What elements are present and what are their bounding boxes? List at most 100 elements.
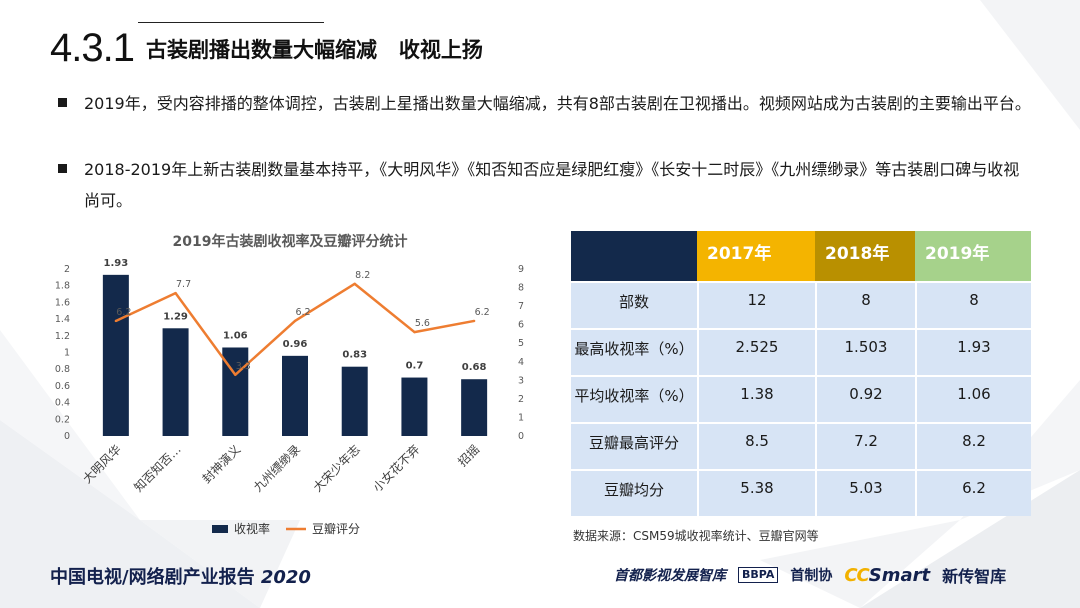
table-row: 豆瓣最高评分 8.5 7.2 8.2 [571, 422, 1031, 469]
left-axis-tick: 0.4 [55, 398, 70, 409]
left-axis-tick: 2 [64, 264, 70, 275]
bar-data-label: 0.68 [462, 362, 487, 373]
left-axis-tick: 0.6 [55, 381, 70, 392]
line-point [413, 330, 416, 334]
right-axis-tick: 7 [518, 301, 524, 312]
x-axis-label: 小女花不弃 [370, 442, 423, 495]
table-cell: 5.38 [697, 469, 815, 516]
legend-label-ratings: 收视率 [234, 521, 270, 536]
table-cell: 2.525 [697, 328, 815, 375]
bar [162, 328, 189, 436]
bar-data-label: 1.93 [104, 258, 129, 269]
left-axis-tick: 1.4 [55, 314, 70, 325]
legend-swatch-ratings [212, 525, 228, 533]
table-row: 平均收视率（%） 1.38 0.92 1.06 [571, 375, 1031, 422]
x-axis-label: 九州缥缈录 [251, 442, 303, 494]
right-axis-tick: 3 [518, 375, 524, 386]
right-axis-tick: 4 [518, 357, 524, 368]
line-data-label: 6.2 [295, 307, 310, 318]
left-axis-tick: 1 [64, 348, 70, 359]
logo-think-tank: 首都影视发展智库 [614, 568, 726, 584]
table-cell: 8 [815, 281, 915, 328]
ratings-chart: 2019年古装剧收视率及豆瓣评分统计 0 0.2 0.4 0.6 0.8 1 1.2 1.4 1… [55, 233, 524, 536]
report-year: 2020 [260, 567, 311, 588]
title-underline [138, 22, 324, 23]
x-axis-label: 知否知否… [131, 442, 183, 494]
right-axis-tick: 8 [518, 283, 524, 294]
table-cell: 1.503 [815, 328, 915, 375]
comparison-table: 2017年 2018年 2019年 部数 12 8 8 最高收视率（%） 2.5… [571, 231, 1031, 516]
right-axis-tick: 2 [518, 394, 524, 405]
bullet-text: 2018-2019年上新古装剧数量基本持平，《大明风华》《知否知否应是绿肥红瘦》… [84, 160, 1020, 210]
left-axis-tick: 1.8 [55, 281, 70, 292]
logo-ccsmart: CCSmart [844, 564, 931, 586]
bar [102, 274, 129, 436]
left-axis-tick: 1.6 [55, 297, 70, 308]
bullet-text: 2019年，受内容排播的整体调控，古装剧上星播出数量大幅缩减，共有8部古装剧在卫… [84, 94, 1031, 113]
bar-data-label: 0.96 [283, 339, 308, 350]
logo-bbpa-badge: BBPA [738, 567, 779, 583]
bar [461, 379, 488, 436]
section-number: 4.3.1 [50, 26, 135, 70]
line-point [234, 373, 237, 376]
bar [282, 355, 308, 436]
left-axis-tick: 0.2 [55, 414, 70, 425]
table-row: 最高收视率（%） 2.525 1.503 1.93 [571, 328, 1031, 375]
left-axis-tick: 1.2 [55, 331, 70, 342]
line-data-label: 7.7 [176, 279, 191, 290]
right-axis-tick: 6 [518, 320, 524, 331]
chart-legend: 收视率 豆瓣评分 [212, 521, 360, 536]
logo-xinchuan-text: 新传智库 [942, 567, 1007, 586]
table-cell: 12 [697, 281, 815, 328]
right-axis-tick: 1 [518, 412, 524, 423]
right-axis-tick: 9 [518, 264, 524, 275]
section-title: 古装剧播出数量大幅缩减 收视上扬 [146, 38, 483, 62]
bar-data-label: 1.29 [163, 311, 188, 322]
line-point [472, 319, 476, 323]
bar-series: 1.93 1.29 1.06 0.96 0.83 0.7 0.68 [102, 258, 488, 436]
line-point [174, 291, 177, 295]
x-axis-label: 招摇 [455, 442, 482, 469]
row-label: 豆瓣均分 [571, 469, 697, 516]
data-source-note: 数据来源：CSM59城收视率统计、豆瓣官网等 [573, 529, 819, 543]
bar-data-label: 1.06 [223, 330, 248, 341]
table-cell: 0.92 [815, 375, 915, 422]
row-label: 最高收视率（%） [571, 328, 697, 375]
line-point [353, 282, 356, 286]
report-title-text: 中国电视/网络剧产业报告 [50, 567, 255, 588]
table-cell: 1.38 [697, 375, 815, 422]
bar [341, 366, 368, 436]
table-corner-cell [571, 231, 697, 281]
report-title: 中国电视/网络剧产业报告 2020 [50, 563, 311, 589]
line-data-label: 6.2 [475, 307, 490, 318]
table-cell: 8.2 [915, 422, 1031, 469]
bullet-square-icon [58, 98, 67, 107]
x-axis-label: 封神演义 [199, 442, 244, 487]
table-cell: 1.93 [915, 328, 1031, 375]
right-axis-tick: 5 [518, 338, 524, 349]
table-cell: 1.06 [915, 375, 1031, 422]
table-cell: 6.2 [915, 469, 1031, 516]
line-series: 6.2 7.7 3.3 6.2 8.2 5.6 6.2 [114, 270, 490, 377]
line-point [293, 319, 297, 323]
line-data-label: 6.2 [116, 307, 131, 318]
x-axis-label: 大宋少年志 [310, 442, 363, 495]
table-row: 豆瓣均分 5.38 5.03 6.2 [571, 469, 1031, 516]
year-header: 2018年 [815, 231, 915, 281]
bar-data-label: 0.83 [342, 350, 367, 361]
table-cell: 8.5 [697, 422, 815, 469]
table-header-row: 2017年 2018年 2019年 [571, 231, 1031, 281]
row-label: 平均收视率（%） [571, 375, 697, 422]
left-axis-ticks: 0 0.2 0.4 0.6 0.8 1 1.2 1.4 1.6 1.8 2 [55, 264, 70, 442]
right-axis-tick: 0 [518, 431, 524, 442]
bar-data-label: 0.7 [406, 361, 424, 372]
line-data-label: 8.2 [355, 270, 370, 281]
right-axis-ticks: 0 1 2 3 4 5 6 7 8 9 [518, 264, 524, 442]
table-cell: 7.2 [815, 422, 915, 469]
line-data-label: 5.6 [415, 318, 430, 329]
table-row: 部数 12 8 8 [571, 281, 1031, 328]
bar [401, 377, 428, 436]
line-data-label: 3.3 [236, 361, 251, 372]
table-cell: 5.03 [815, 469, 915, 516]
chart-title: 2019年古装剧收视率及豆瓣评分统计 [173, 233, 408, 250]
